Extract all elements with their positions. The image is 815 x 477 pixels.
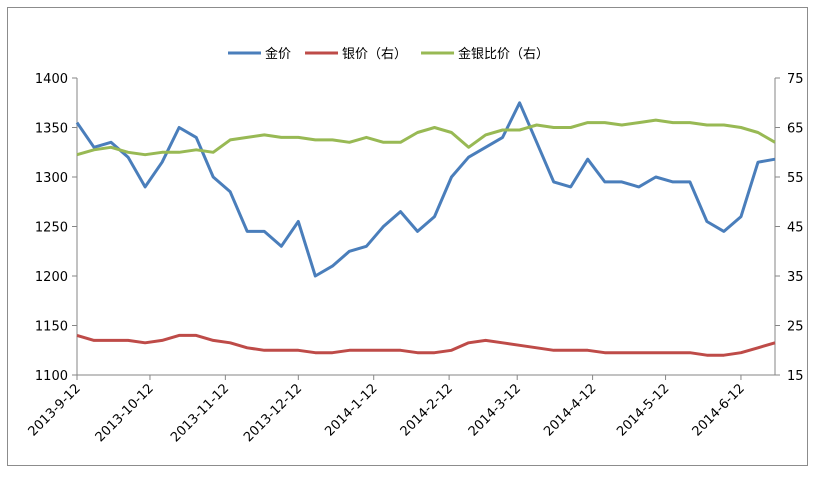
y2-tick-label: 65 (787, 122, 804, 137)
y-tick-label: 1300 (35, 171, 68, 186)
series-line (76, 333, 776, 357)
legend-label: 金银比价（右） (458, 46, 549, 62)
y-tick-label: 1200 (35, 270, 68, 285)
y2-tick-label: 75 (787, 72, 804, 87)
y2-tick-label: 15 (787, 369, 804, 384)
y2-tick-label: 45 (787, 221, 804, 236)
series-line (76, 118, 776, 157)
series-line (75, 101, 776, 278)
y2-tick-label: 55 (787, 171, 804, 186)
y-tick-label: 1150 (35, 320, 68, 335)
y-tick-label: 1100 (35, 369, 68, 384)
y-tick-label: 1350 (35, 122, 68, 137)
y-tick-label: 1250 (35, 221, 68, 236)
chart-frame (7, 7, 808, 466)
y2-tick-label: 25 (787, 320, 804, 335)
y-tick-label: 1400 (35, 72, 68, 87)
legend-label: 金价 (265, 46, 291, 62)
y2-tick-label: 35 (787, 270, 804, 285)
legend-label: 银价（右） (342, 47, 407, 62)
